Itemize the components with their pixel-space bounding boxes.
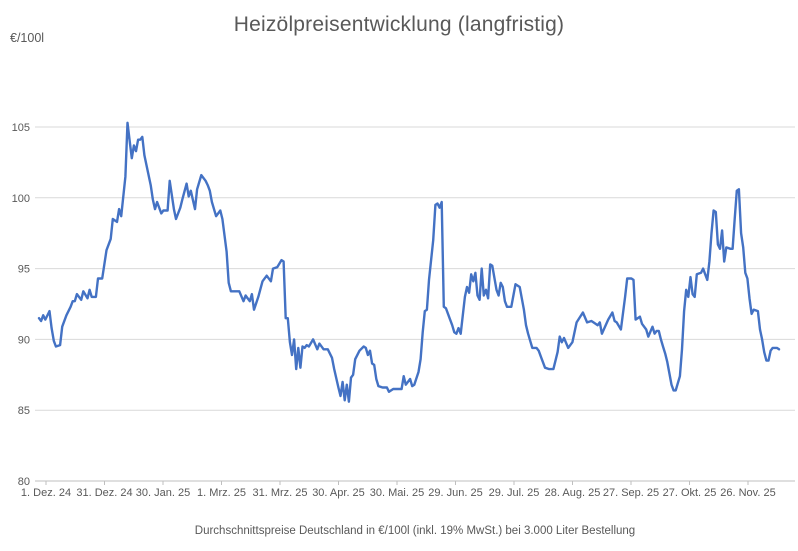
y-tick-label-95: 95 bbox=[18, 264, 30, 276]
x-tick-label: 30. Jan. 25 bbox=[136, 487, 190, 499]
x-tick-label: 30. Mai. 25 bbox=[370, 487, 424, 499]
x-tick-label: 30. Apr. 25 bbox=[312, 487, 365, 499]
y-tick-label-85: 85 bbox=[18, 405, 30, 417]
y-tick-label-105: 105 bbox=[12, 122, 30, 134]
x-tick-label: 31. Mrz. 25 bbox=[252, 487, 307, 499]
x-tick-label: 28. Aug. 25 bbox=[545, 487, 601, 499]
y-axis-unit-label: €/100l bbox=[10, 31, 45, 45]
x-tick-label: 1. Mrz. 25 bbox=[197, 487, 246, 499]
x-tick-label: 1. Dez. 24 bbox=[21, 487, 71, 499]
x-tick-label: 29. Jul. 25 bbox=[489, 487, 540, 499]
y-tick-label-100: 100 bbox=[12, 193, 30, 205]
chart-title: Heizölpreisentwicklung (langfristig) bbox=[233, 13, 565, 36]
chart-footnote: Durchschnittspreise Deutschland in €/100… bbox=[194, 525, 636, 537]
y-tick-label-80: 80 bbox=[18, 476, 30, 488]
x-tick-label: 29. Jun. 25 bbox=[428, 487, 482, 499]
x-tick-label: 27. Okt. 25 bbox=[663, 487, 717, 499]
x-tick-label: 26. Nov. 25 bbox=[720, 487, 775, 499]
y-tick-label-90: 90 bbox=[18, 334, 30, 346]
x-tick-label: 27. Sep. 25 bbox=[603, 487, 659, 499]
x-tick-label: 31. Dez. 24 bbox=[76, 487, 132, 499]
price-line-series bbox=[37, 121, 781, 403]
